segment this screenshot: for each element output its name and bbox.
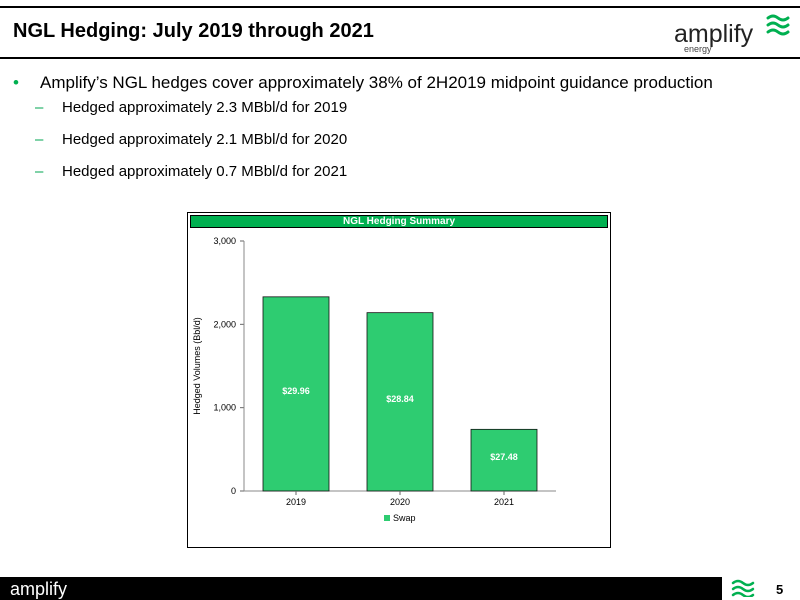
sub-bullet: – Hedged approximately 2.3 MBbl/d for 20…	[13, 99, 793, 131]
bullet-main: • Amplify’s NGL hedges cover approximate…	[13, 73, 793, 99]
y-tick-label: 3,000	[213, 236, 236, 246]
footer-bar	[0, 577, 722, 600]
bar	[470, 428, 538, 492]
legend-label: Swap	[393, 513, 416, 523]
legend-swatch	[384, 515, 390, 521]
bullet-dot: •	[13, 73, 19, 92]
amplify-energy-logo: amplify energy	[674, 14, 790, 54]
sub-bullet: – Hedged approximately 2.1 MBbl/d for 20…	[13, 131, 793, 163]
y-axis-label: Hedged Volumes (Bbl/d)	[192, 317, 202, 415]
x-tick-label: 2021	[494, 497, 514, 507]
sub-bullet-text: Hedged approximately 2.3 MBbl/d for 2019	[62, 99, 348, 116]
y-tick-label: 0	[231, 486, 236, 496]
sub-bullet: – Hedged approximately 0.7 MBbl/d for 20…	[13, 163, 793, 195]
slide-title: NGL Hedging: July 2019 through 2021	[13, 20, 374, 42]
x-tick-label: 2020	[390, 497, 410, 507]
bar	[366, 312, 434, 492]
sub-bullet-dash: –	[35, 163, 44, 180]
header-rule	[0, 57, 800, 59]
logo-brand-text: amplify	[674, 20, 754, 48]
footer-logo: amplify	[10, 579, 68, 599]
y-tick-label: 2,000	[213, 319, 236, 329]
logo-sub-text: energy	[684, 44, 712, 54]
y-tick-label: 1,000	[213, 403, 236, 413]
x-tick-label: 2019	[286, 497, 306, 507]
sub-bullet-dash: –	[35, 99, 44, 116]
chart-panel: NGL Hedging Summary 0 1,000 2,000 3,000 Hedg…	[187, 212, 611, 548]
bar-chart: 0 1,000 2,000 3,000 Hedged Volumes (Bbl/d) $2…	[192, 236, 556, 523]
sub-bullet-dash: –	[35, 131, 44, 148]
bar-data-label: $28.84	[386, 394, 414, 404]
logo-wave-icon	[766, 14, 790, 36]
top-rule	[0, 6, 800, 8]
bar-data-label: $29.96	[282, 386, 310, 396]
bar-data-label: $27.48	[490, 452, 518, 462]
sub-bullet-text: Hedged approximately 0.7 MBbl/d for 2021	[62, 163, 348, 180]
bullet-list: • Amplify’s NGL hedges cover approximate…	[13, 73, 793, 195]
page-number: 5	[776, 582, 784, 597]
bar	[262, 296, 330, 492]
sub-bullet-text: Hedged approximately 2.1 MBbl/d for 2020	[62, 131, 348, 148]
bullet-main-text: Amplify’s NGL hedges cover approximately…	[40, 73, 713, 92]
chart-title: NGL Hedging Summary	[190, 215, 608, 228]
footer-wave-icon	[731, 579, 755, 597]
